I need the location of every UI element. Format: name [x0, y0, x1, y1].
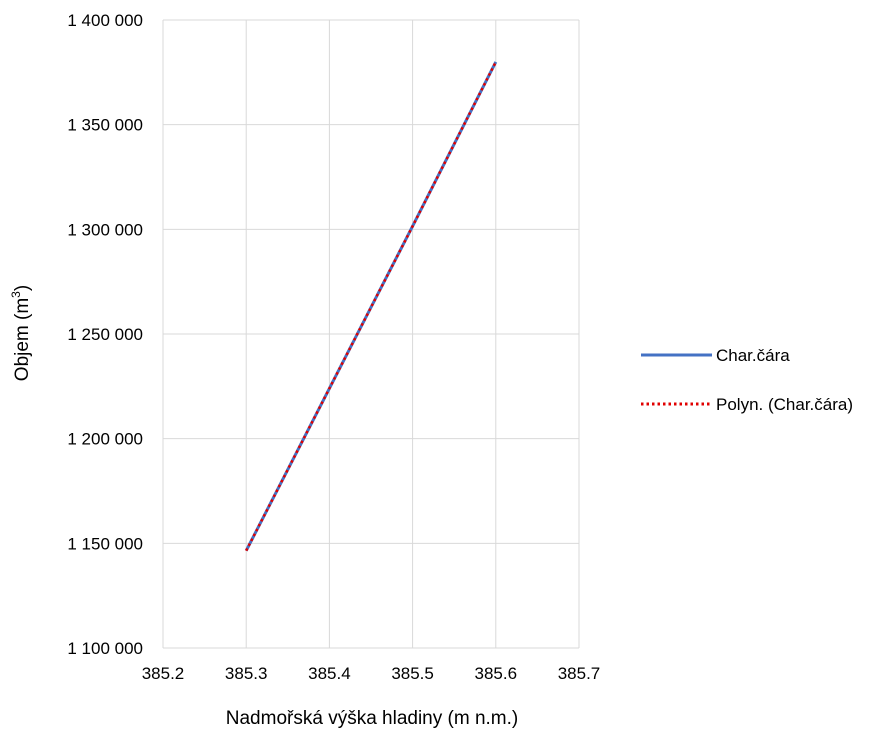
- y-tick-label: 1 400 000: [67, 11, 143, 30]
- series-line-0: [244, 61, 498, 552]
- y-tick-label: 1 350 000: [67, 116, 143, 135]
- y-axis-title-close: ): [12, 285, 33, 291]
- series-lines: [244, 61, 498, 552]
- y-tick-label: 1 100 000: [67, 639, 143, 658]
- x-axis-ticks: 385.2 385.3 385.4 385.5 385.6 385.7: [142, 664, 601, 683]
- gridlines: [162, 19, 580, 649]
- y-tick-label: 1 250 000: [67, 325, 143, 344]
- legend: Char.čára Polyn. (Char.čára): [641, 346, 853, 414]
- legend-label-char-cara: Char.čára: [716, 346, 790, 365]
- x-tick-label: 385.3: [225, 664, 268, 683]
- x-tick-label: 385.2: [142, 664, 185, 683]
- x-tick-label: 385.7: [558, 664, 601, 683]
- y-axis-title: Objem (m3): [9, 285, 33, 381]
- y-tick-label: 1 300 000: [67, 220, 143, 239]
- legend-label-polyn: Polyn. (Char.čára): [716, 395, 853, 414]
- y-axis-title-superscript: 3: [9, 291, 23, 298]
- x-axis-title: Nadmořská výška hladiny (m n.m.): [226, 708, 518, 729]
- y-axis-ticks: 1 100 000 1 150 000 1 200 000 1 250 000 1 30…: [67, 11, 143, 658]
- x-tick-label: 385.5: [391, 664, 434, 683]
- x-tick-label: 385.6: [475, 664, 518, 683]
- y-tick-label: 1 150 000: [67, 534, 143, 553]
- x-tick-label: 385.4: [308, 664, 351, 683]
- y-axis-title-main: Objem (m: [12, 298, 33, 381]
- y-tick-label: 1 200 000: [67, 430, 143, 449]
- series-line-1: [245, 61, 497, 552]
